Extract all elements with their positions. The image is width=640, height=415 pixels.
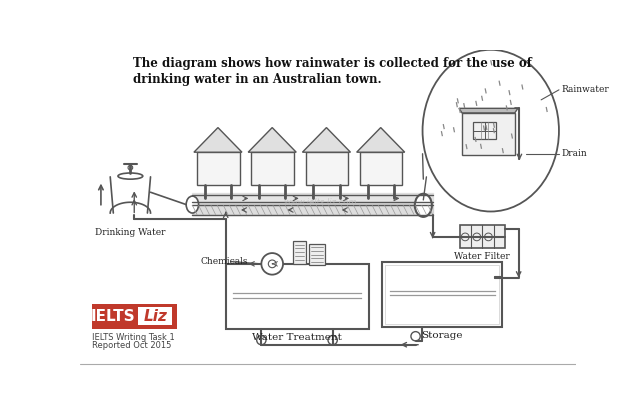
Bar (138, 307, 172, 325)
Bar (460, 225, 505, 249)
Text: Chemicals: Chemicals (200, 257, 248, 266)
Text: Water Treatment: Water Treatment (252, 333, 342, 342)
Polygon shape (303, 127, 351, 152)
Ellipse shape (415, 194, 432, 217)
Text: Liz: Liz (143, 309, 167, 324)
Bar (305, 152, 348, 185)
Polygon shape (194, 127, 242, 152)
Circle shape (261, 253, 283, 275)
Text: Drinking Water: Drinking Water (95, 228, 166, 237)
Text: The diagram shows how rainwater is collected for the use of
drinking water in an: The diagram shows how rainwater is colle… (132, 58, 532, 85)
Ellipse shape (186, 196, 198, 213)
Text: Storage: Storage (421, 331, 463, 340)
Bar (197, 152, 239, 185)
Ellipse shape (118, 173, 143, 179)
Bar (309, 244, 325, 266)
Bar (473, 122, 496, 139)
Text: Reported Oct 2015: Reported Oct 2015 (92, 341, 171, 350)
Text: Rainwater: Rainwater (561, 85, 609, 94)
Polygon shape (356, 127, 404, 152)
Text: Drain: Drain (561, 149, 587, 158)
Bar (360, 152, 403, 185)
Bar (385, 265, 499, 324)
Polygon shape (248, 127, 296, 152)
Text: Water Filter: Water Filter (454, 251, 510, 261)
Text: IELTS Writing Task 1: IELTS Writing Task 1 (92, 333, 174, 342)
Text: IELTS: IELTS (91, 309, 136, 324)
Polygon shape (459, 108, 518, 113)
Text: www.ielts liz.com: www.ielts liz.com (284, 198, 356, 207)
Bar (462, 113, 515, 155)
Bar (293, 241, 305, 264)
Bar (252, 152, 294, 185)
Bar (382, 261, 502, 327)
Bar (92, 304, 177, 329)
Bar (226, 264, 369, 330)
